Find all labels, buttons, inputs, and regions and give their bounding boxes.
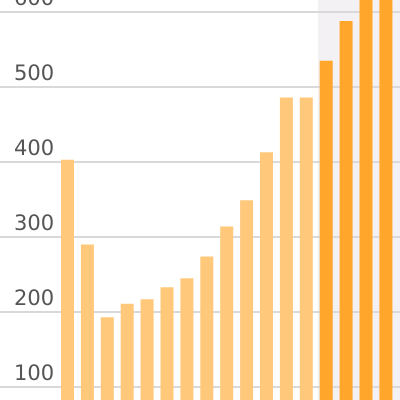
- bar: [61, 159, 74, 400]
- bar: [100, 317, 114, 400]
- bar: [299, 97, 313, 400]
- bar: [160, 287, 174, 400]
- bar: [180, 278, 194, 400]
- bar: [359, 0, 373, 400]
- bar: [260, 152, 273, 400]
- bar: [279, 97, 293, 400]
- y-tick-label: 400: [14, 136, 54, 160]
- y-tick-label: 500: [14, 61, 54, 85]
- bar: [140, 299, 154, 400]
- bars: [61, 0, 393, 400]
- bar: [200, 256, 214, 400]
- y-tick-label: 200: [14, 286, 54, 310]
- bar: [120, 303, 134, 400]
- bar: [339, 21, 353, 400]
- bar: [240, 200, 254, 400]
- y-tick-label: 600: [14, 0, 54, 10]
- y-tick-label: 100: [14, 361, 54, 385]
- bar: [379, 0, 393, 400]
- bar: [319, 60, 333, 400]
- y-tick-labels: 100 200 300 400 500 600: [14, 0, 54, 385]
- y-tick-label: 300: [14, 211, 54, 235]
- bar: [80, 244, 94, 400]
- bar: [220, 226, 234, 400]
